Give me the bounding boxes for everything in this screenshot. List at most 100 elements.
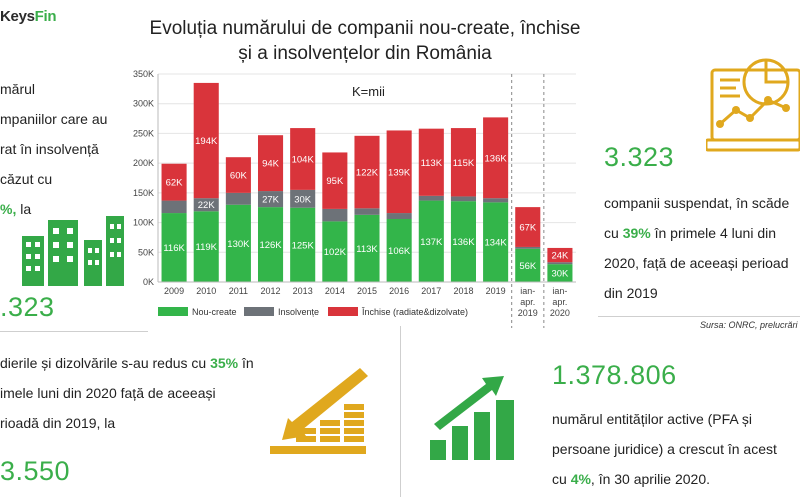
y-tick-label: 250K (133, 128, 154, 138)
chart-x-axis: 2009 2010 2011 2012 2013 2014 2015 2016 2017 2018… (158, 74, 576, 328)
bar-segment (450, 128, 477, 197)
bar-segment (483, 117, 509, 199)
bar-segment (257, 207, 284, 282)
left-pct: %, (0, 201, 17, 217)
x-tick-label: 2020 (550, 308, 570, 318)
chart-y-axis: 0K 50K 100K 150K 200K 250K 300K 350K (133, 69, 159, 287)
bar-segment (257, 135, 284, 192)
data-label: 194K (195, 136, 218, 147)
right-line-2: cu 39% în primele 4 luni din (604, 218, 800, 248)
chart-bars: 116K 62K 119K 22K 194K 130K 60K 126K 27K 94K 125K 3… (161, 82, 573, 282)
buildings-icon (22, 216, 124, 286)
data-label: 94K (262, 159, 280, 170)
bar-segment (418, 128, 444, 196)
data-label: 95K (326, 176, 344, 187)
page-title: Evoluția numărului de companii nou-creat… (130, 16, 600, 66)
bottom-right-big-number: 1.378.806 (552, 360, 677, 390)
bar-segment (290, 128, 316, 190)
bottom-right-text: numărul entităților active (PFA și perso… (552, 404, 800, 494)
data-label: 130K (227, 239, 250, 250)
left-line-3: rat în insolvență (0, 141, 99, 157)
data-label: 113K (356, 244, 378, 255)
bar-segment (450, 196, 477, 202)
bar-segment (354, 208, 380, 215)
bar-segment (418, 200, 444, 282)
data-label: 115K (453, 158, 475, 169)
x-tick-label: 2009 (164, 286, 184, 296)
x-tick-label: 2010 (196, 286, 216, 296)
bar-segment (547, 247, 573, 263)
growth-bars-icon (430, 376, 514, 460)
bottom-right-line-3: cu 4%, în 30 aprilie 2020. (552, 464, 800, 494)
right-line-2-post: în primele 4 luni din (650, 225, 777, 241)
data-label: 60K (230, 171, 248, 182)
left-stat-text: mărul mpaniilor care au rat în insolvenț… (0, 74, 125, 224)
left-big-number: .323 (0, 292, 55, 322)
data-label: 106K (388, 246, 411, 257)
bar-segment (515, 246, 541, 249)
data-label: 136K (452, 237, 475, 248)
y-tick-label: 200K (133, 158, 154, 168)
data-label: 116K (163, 243, 185, 254)
data-label: 30K (551, 269, 569, 280)
x-tick-label: apr. (520, 297, 535, 307)
title-line-1: Evoluția numărului de companii nou-creat… (149, 18, 581, 39)
y-tick-label: 350K (133, 69, 154, 79)
chart-annotation: K=mii (352, 84, 385, 99)
x-tick-label: 2012 (261, 286, 281, 296)
bottom-left-line-1: dierile și dizolvările s-au redus cu 35%… (0, 348, 400, 378)
right-stat-text: companii suspendat, în scăde cu 39% în p… (604, 188, 800, 308)
bar-segment (547, 262, 573, 265)
data-label: 27K (262, 195, 280, 206)
bar-segment (225, 157, 251, 193)
bar-segment (290, 189, 316, 208)
bar-segment (322, 221, 348, 282)
x-tick-label: 2011 (229, 286, 248, 296)
data-label: 24K (551, 251, 569, 262)
bar-segment (386, 219, 412, 282)
bar-segment (515, 207, 541, 247)
bar-segment (354, 214, 380, 282)
data-label: 122K (356, 168, 379, 179)
y-tick-label: 150K (133, 188, 154, 198)
legend-label: Nou-create (192, 307, 237, 317)
x-tick-label: 2015 (357, 286, 377, 296)
legend-label: Insolvențe (278, 307, 319, 317)
bar-segment (322, 208, 348, 222)
right-line-3: 2020, față de aceeași perioad (604, 255, 789, 271)
bl-line-1-post: în (238, 355, 254, 371)
x-tick-label: ian- (552, 286, 567, 296)
x-tick-label: 2013 (293, 286, 313, 296)
bar-segment (418, 195, 444, 201)
bl-line-1-pre: dierile și dizolvările s-au redus cu (0, 355, 211, 371)
left-line-5: %, la (0, 194, 125, 224)
legend-swatch (328, 307, 358, 316)
bar-segment (483, 198, 509, 203)
divider-bottom-vertical (400, 326, 401, 497)
title-line-2: și a insolvențelor din România (238, 43, 492, 64)
left-line-1: mărul (0, 81, 36, 97)
data-label: 134K (485, 238, 508, 249)
right-line-4: din 2019 (604, 285, 658, 301)
x-tick-label: apr. (552, 297, 567, 307)
bottom-right-line-2: persoane juridice) a crescut în acest (552, 441, 777, 457)
x-tick-label: 2017 (421, 286, 441, 296)
bottom-left-text: dierile și dizolvările s-au redus cu 35%… (0, 348, 400, 438)
stacked-bar-chart: 0K 50K 100K 150K 200K 250K 300K 350K 116K 62K 119… (133, 69, 576, 328)
legend-label: Închise (radiate&dizolvate) (361, 307, 468, 317)
bar-segment (354, 135, 380, 209)
br-line-3-pre: cu (552, 471, 571, 487)
bar-segment (225, 192, 251, 205)
data-label: 137K (420, 237, 443, 248)
x-tick-label: 2018 (453, 286, 473, 296)
declining-coins-icon (270, 368, 368, 454)
laptop-analytics-icon (706, 58, 800, 152)
bar-segment (450, 201, 477, 282)
bar-segment (547, 264, 573, 282)
x-tick-label: 2019 (518, 308, 538, 318)
right-line-2-pre: cu (604, 225, 623, 241)
brand-keys: Keys (0, 8, 35, 25)
left-line-2: mpaniilor care au (0, 111, 108, 127)
right-big-number: 3.323 (604, 142, 675, 172)
divider-left (0, 331, 148, 332)
